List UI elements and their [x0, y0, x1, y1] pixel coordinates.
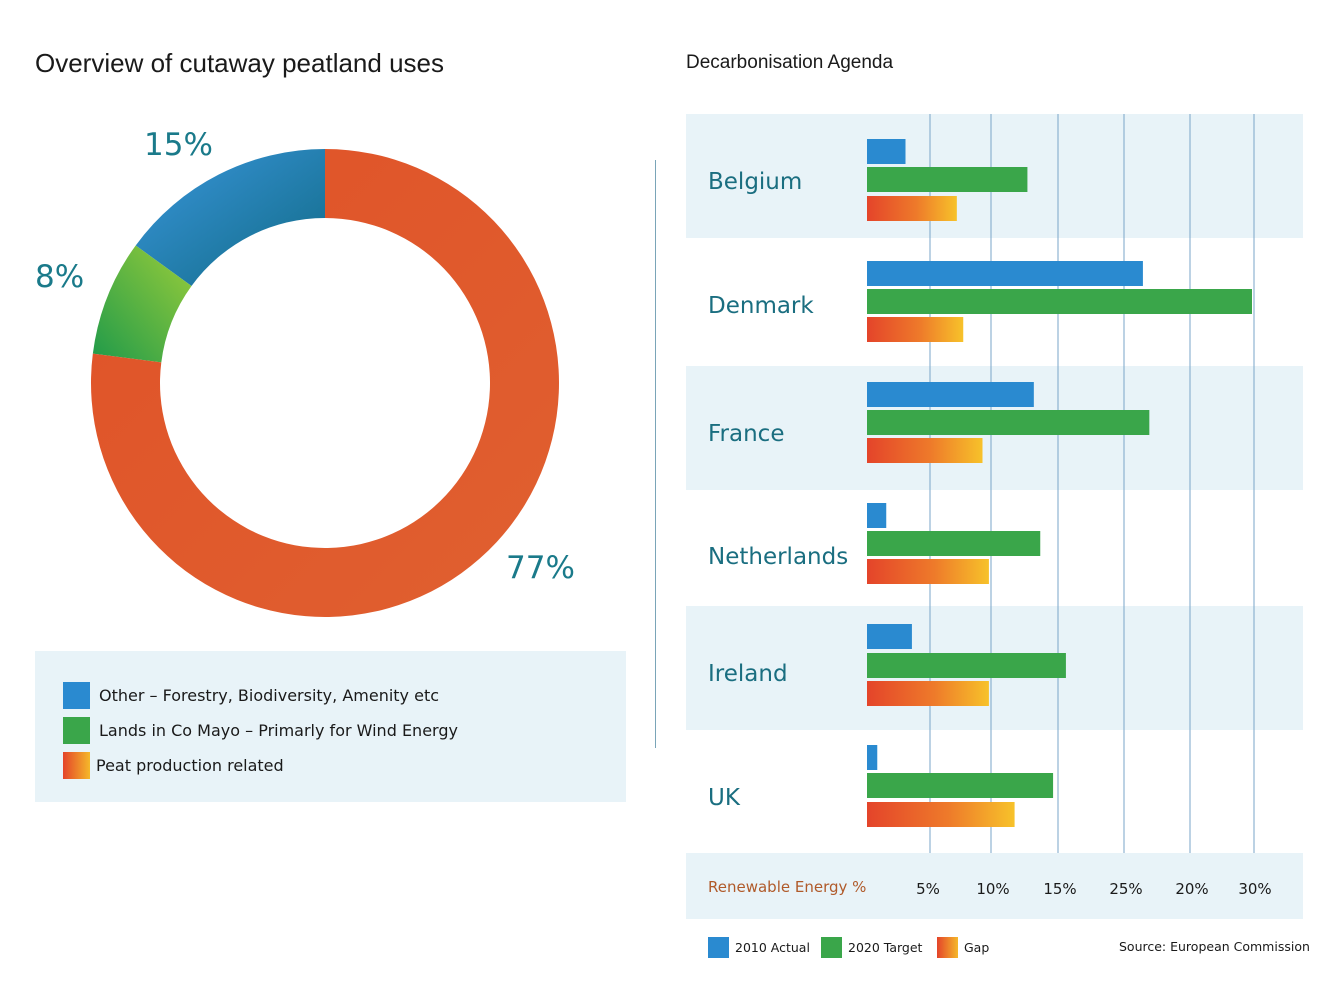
slice-label-mayo: 8% [35, 259, 85, 295]
donut-slice-mayo [92, 245, 192, 363]
donut-legend: Other – Forestry, Biodiversity, Amenity … [35, 651, 626, 802]
bar-2020-target [867, 410, 1150, 435]
donut-slice-peat [91, 149, 559, 617]
country-label: France [708, 421, 784, 447]
bar-2020-target [867, 289, 1252, 314]
donut-chart-title: Overview of cutaway peatland uses [35, 48, 444, 78]
donut-slice-other [135, 149, 325, 287]
panel-divider [655, 160, 656, 748]
slice-label-peat: 77% [506, 550, 575, 586]
x-tick-label: 30% [1238, 880, 1272, 898]
legend-swatch-blue [708, 937, 729, 958]
bar-2010-actual [867, 745, 878, 770]
bar-gap [867, 559, 989, 584]
x-tick-label: 20% [1175, 880, 1209, 898]
x-tick-label: 10% [976, 880, 1010, 898]
bar-gap [867, 196, 957, 221]
legend-swatch-green [821, 937, 842, 958]
legend-swatch-green [63, 716, 90, 744]
bar-2020-target [867, 653, 1066, 678]
bar-legend-gap: Gap [937, 937, 989, 958]
legend-item-other: Other – Forestry, Biodiversity, Amenity … [63, 681, 439, 709]
country-label: Ireland [708, 661, 788, 687]
bar-legend-target: 2020 Target [821, 937, 922, 958]
legend-label: Other – Forestry, Biodiversity, Amenity … [99, 685, 440, 705]
legend-label: Gap [964, 940, 990, 955]
bar-gap [867, 681, 989, 706]
x-tick-label: 5% [916, 880, 940, 898]
source-note: Source: European Commission [1119, 939, 1310, 954]
bar-2010-actual [867, 139, 906, 164]
bar-2010-actual [867, 624, 912, 649]
bar-2010-actual [867, 261, 1143, 286]
bar-gap [867, 802, 1015, 827]
bar-2020-target [867, 773, 1054, 798]
bar-legend-actual: 2010 Actual [708, 937, 810, 958]
bar-2020-target [867, 167, 1028, 192]
country-label: Denmark [708, 293, 814, 319]
legend-item-mayo: Lands in Co Mayo – Primarly for Wind Ene… [63, 716, 458, 744]
bar-2020-target [867, 531, 1041, 556]
country-label: Netherlands [708, 544, 848, 570]
legend-label: Lands in Co Mayo – Primarly for Wind Ene… [99, 720, 458, 740]
legend-label: 2010 Actual [735, 940, 810, 955]
legend-swatch-blue [63, 681, 90, 709]
legend-label: 2020 Target [848, 940, 923, 955]
bar-gap [867, 317, 964, 342]
x-tick-label: 15% [1043, 880, 1077, 898]
slice-label-other: 15% [144, 127, 213, 163]
bar-2010-actual [867, 382, 1034, 407]
country-label: UK [708, 785, 741, 811]
donut-chart [91, 149, 559, 617]
legend-item-peat: Peat production related [63, 751, 284, 779]
x-axis-label: Renewable Energy % [708, 878, 867, 896]
legend-label: Peat production related [96, 755, 284, 775]
x-tick-label: 25% [1109, 880, 1143, 898]
bar-2010-actual [867, 503, 887, 528]
legend-swatch-orange [63, 751, 90, 779]
bar-gap [867, 438, 983, 463]
country-label: Belgium [708, 169, 802, 195]
axis-band [686, 853, 1303, 919]
legend-swatch-orange [937, 937, 958, 958]
bar-chart-title: Decarbonisation Agenda [686, 52, 894, 73]
